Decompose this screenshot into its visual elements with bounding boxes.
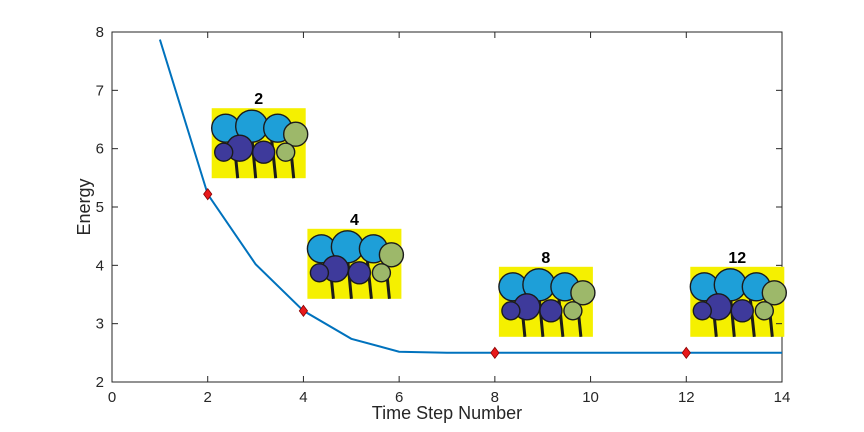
y-axis-label: Energy (74, 178, 94, 235)
tree-canopy (730, 299, 754, 323)
y-tick-label: 2 (96, 374, 104, 391)
y-tick-label: 7 (96, 82, 104, 99)
x-tick-label: 8 (491, 389, 499, 406)
y-tick-label: 6 (96, 141, 104, 158)
tree-canopy (378, 242, 405, 268)
data-point-marker (298, 304, 309, 318)
tree-canopy (282, 121, 309, 147)
thumbnail-label: 8 (541, 250, 550, 267)
x-tick-label: 4 (299, 389, 307, 406)
tree-canopy (251, 140, 276, 164)
x-axis-label: Time Step Number (372, 403, 522, 423)
tree-canopy (213, 142, 234, 162)
tree-canopy (563, 301, 583, 321)
data-point-marker (681, 346, 691, 360)
y-tick-label: 4 (96, 257, 104, 274)
tree-canopy (309, 263, 330, 283)
y-tick-label: 8 (96, 24, 104, 41)
energy-line (158, 39, 782, 354)
thumbnail-image (498, 266, 596, 337)
marker-layer (203, 188, 691, 360)
tree-canopy (501, 301, 521, 321)
plot-area (111, 31, 783, 383)
x-tick-label: 6 (395, 389, 403, 406)
tree-canopy (570, 280, 596, 306)
thumbnail-image (689, 266, 787, 337)
tree-canopy (539, 299, 563, 323)
tree-canopy (275, 142, 296, 162)
tree-canopy (761, 280, 787, 306)
tree-canopy (692, 301, 712, 321)
y-tick-label: 3 (96, 316, 104, 333)
thumbnail-image (306, 228, 405, 299)
thumbnail-image (210, 108, 309, 179)
tree-canopy (347, 261, 372, 285)
thumbnail-label: 4 (350, 212, 359, 229)
y-tick-label: 5 (96, 199, 104, 216)
x-tick-label: 10 (582, 389, 599, 406)
thumbnail-layer: 2 4 8 12 (210, 91, 787, 337)
tree-canopy (754, 301, 774, 321)
x-tick-label: 0 (108, 389, 116, 406)
x-tick-label: 2 (204, 389, 212, 406)
data-point-marker (203, 188, 213, 201)
tree-canopy (371, 263, 392, 283)
x-tick-label: 12 (678, 389, 695, 406)
thumbnail-label: 12 (728, 250, 746, 267)
thumbnail-label: 2 (254, 91, 263, 108)
x-tick-label: 14 (774, 389, 791, 406)
data-point-marker (490, 346, 500, 360)
